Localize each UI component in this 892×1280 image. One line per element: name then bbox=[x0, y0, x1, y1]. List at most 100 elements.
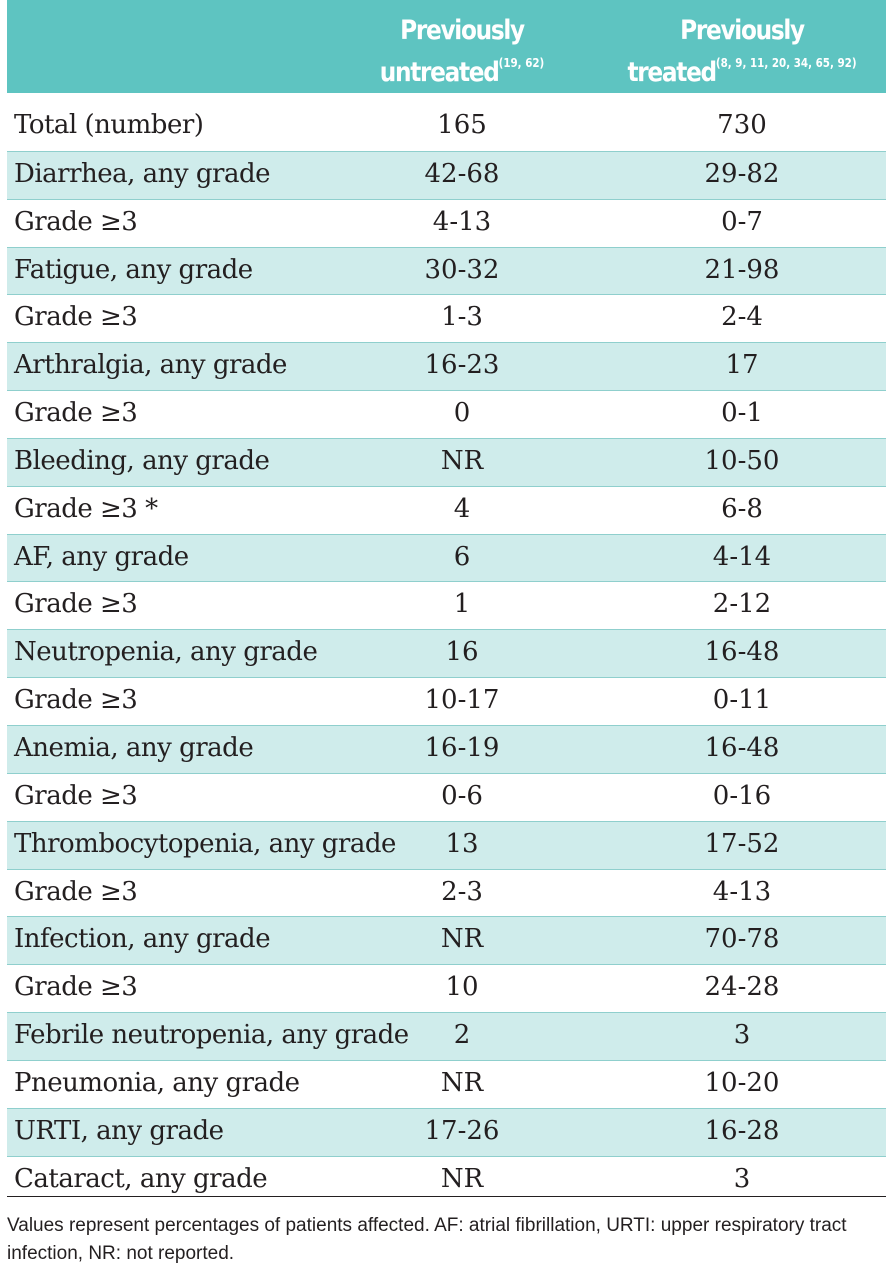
row-label: Pneumonia, any grade bbox=[14, 1067, 300, 1098]
row-label: Fatigue, any grade bbox=[14, 254, 253, 285]
table-row: Febrile neutropenia, any grade 2 3 bbox=[7, 1012, 886, 1060]
cell-treated: 10-50 bbox=[704, 445, 780, 476]
table-row: Infection, any grade NR 70-78 bbox=[7, 916, 886, 965]
row-label: Cataract, any grade bbox=[14, 1163, 268, 1194]
cell-treated: 2-12 bbox=[712, 589, 772, 620]
cell-untreated: 2 bbox=[453, 1020, 471, 1051]
cell-untreated: 1-3 bbox=[441, 302, 483, 333]
cell-treated: 21-98 bbox=[704, 254, 780, 285]
cell-untreated: 30-32 bbox=[424, 254, 500, 285]
header-treated: Previously treated(8, 9, 11, 20, 34, 65,… bbox=[617, 14, 866, 89]
cell-untreated: 16 bbox=[445, 637, 479, 668]
table-row: Grade ≥3 0-6 0-16 bbox=[7, 772, 886, 821]
header-treated-refs: (8, 9, 11, 20, 34, 65, 92) bbox=[715, 56, 857, 70]
table-row: Diarrhea, any grade 42-68 29-82 bbox=[7, 150, 886, 199]
row-label: Arthralgia, any grade bbox=[14, 350, 287, 381]
cell-untreated: NR bbox=[440, 1067, 484, 1098]
table-row: Cataract, any grade NR 3 bbox=[7, 1155, 886, 1204]
cell-treated: 4-13 bbox=[712, 876, 772, 907]
cell-untreated: 6 bbox=[453, 541, 471, 572]
row-label: Grade ≥3 bbox=[14, 302, 138, 333]
table-row: Grade ≥3 10 24-28 bbox=[7, 964, 886, 1012]
cell-treated: 17-52 bbox=[704, 828, 780, 859]
cell-treated: 17 bbox=[725, 350, 759, 381]
row-label: Grade ≥3 bbox=[14, 398, 138, 429]
table-body: Total (number) 165 730 Diarrhea, any grade 4… bbox=[7, 103, 886, 1203]
header-treated-line2: treated bbox=[627, 57, 717, 88]
row-label: Anemia, any grade bbox=[14, 732, 254, 763]
cell-untreated: 17-26 bbox=[424, 1115, 500, 1146]
cell-untreated: 42-68 bbox=[424, 158, 500, 189]
row-label: Grade ≥3 bbox=[14, 972, 138, 1003]
header-untreated-refs: (19, 62) bbox=[498, 56, 545, 70]
table-row: Grade ≥3 2-3 4-13 bbox=[7, 868, 886, 917]
table-row: Neutropenia, any grade 16 16-48 bbox=[7, 629, 886, 678]
cell-untreated: 16-23 bbox=[424, 350, 500, 381]
table-row: Fatigue, any grade 30-32 21-98 bbox=[7, 246, 886, 295]
cell-untreated: 10 bbox=[445, 972, 479, 1003]
row-label: Grade ≥3 bbox=[14, 589, 138, 620]
cell-untreated: 10-17 bbox=[424, 685, 500, 716]
cell-treated: 0-7 bbox=[721, 206, 763, 237]
cell-untreated: 1 bbox=[453, 589, 471, 620]
cell-untreated: NR bbox=[440, 924, 484, 955]
table-row: URTI, any grade 17-26 16-28 bbox=[7, 1107, 886, 1156]
row-label: AF, any grade bbox=[14, 541, 189, 572]
row-label: Grade ≥3 bbox=[14, 206, 138, 237]
row-label: Total (number) bbox=[14, 110, 204, 140]
table-row: Grade ≥3 4-13 0-7 bbox=[7, 198, 886, 247]
cell-treated: 16-48 bbox=[704, 732, 780, 763]
cell-untreated: 2-3 bbox=[441, 876, 483, 907]
row-label: Neutropenia, any grade bbox=[14, 637, 318, 668]
table-footnote: Values represent percentages of patients… bbox=[7, 1215, 847, 1264]
cell-treated: 4-14 bbox=[712, 541, 772, 572]
table-row: Thrombocytopenia, any grade 13 17-52 bbox=[7, 820, 886, 869]
cell-treated: 730 bbox=[717, 110, 767, 140]
header-untreated: Previously untreated(19, 62) bbox=[363, 14, 561, 89]
cell-untreated: 16-19 bbox=[424, 732, 500, 763]
cell-untreated: 0-6 bbox=[441, 780, 483, 811]
row-label: Diarrhea, any grade bbox=[14, 158, 270, 189]
cell-treated: 0-1 bbox=[721, 398, 763, 429]
cell-treated: 3 bbox=[733, 1163, 751, 1194]
cell-treated: 3 bbox=[733, 1020, 751, 1051]
header-untreated-line1: Previously bbox=[400, 15, 525, 46]
table-header: Previously untreated(19, 62) Previously … bbox=[7, 0, 886, 93]
row-label: Febrile neutropenia, any grade bbox=[14, 1020, 409, 1051]
cell-untreated: 4-13 bbox=[432, 206, 492, 237]
cell-untreated: 4 bbox=[453, 493, 471, 524]
table-row: Grade ≥3 1-3 2-4 bbox=[7, 294, 886, 342]
header-untreated-line2: untreated bbox=[379, 57, 500, 88]
row-label: Grade ≥3 bbox=[14, 780, 138, 811]
cell-treated: 70-78 bbox=[704, 924, 780, 955]
header-treated-line1: Previously bbox=[680, 15, 805, 46]
cell-untreated: 165 bbox=[437, 110, 487, 140]
row-label: Grade ≥3 bbox=[14, 685, 138, 716]
row-label: Thrombocytopenia, any grade bbox=[14, 828, 396, 859]
table-row: Arthralgia, any grade 16-23 17 bbox=[7, 342, 886, 391]
table-row: Pneumonia, any grade NR 10-20 bbox=[7, 1059, 886, 1108]
cell-treated: 16-28 bbox=[704, 1115, 780, 1146]
table-row: Grade ≥3 1 2-12 bbox=[7, 581, 886, 629]
cell-untreated: 0 bbox=[453, 398, 471, 429]
table-row: Grade ≥3 0 0-1 bbox=[7, 390, 886, 438]
cell-untreated: NR bbox=[440, 1163, 484, 1194]
cell-treated: 29-82 bbox=[704, 158, 780, 189]
table-row: Total (number) 165 730 bbox=[7, 103, 886, 151]
row-label: Grade ≥3 bbox=[14, 876, 138, 907]
cell-untreated: 13 bbox=[445, 828, 479, 859]
table-row: Bleeding, any grade NR 10-50 bbox=[7, 437, 886, 486]
cell-treated: 24-28 bbox=[704, 972, 780, 1003]
cell-treated: 16-48 bbox=[704, 637, 780, 668]
row-label: URTI, any grade bbox=[14, 1115, 224, 1146]
cell-treated: 0-16 bbox=[712, 780, 772, 811]
cell-treated: 0-11 bbox=[712, 685, 772, 716]
table-row: Anemia, any grade 16-19 16-48 bbox=[7, 724, 886, 773]
table-row: Grade ≥3 10-17 0-11 bbox=[7, 677, 886, 725]
row-label: Grade ≥3 * bbox=[14, 493, 158, 524]
cell-treated: 2-4 bbox=[721, 302, 763, 333]
cell-treated: 6-8 bbox=[721, 493, 763, 524]
row-label: Infection, any grade bbox=[14, 924, 271, 955]
table-row: AF, any grade 6 4-14 bbox=[7, 533, 886, 582]
